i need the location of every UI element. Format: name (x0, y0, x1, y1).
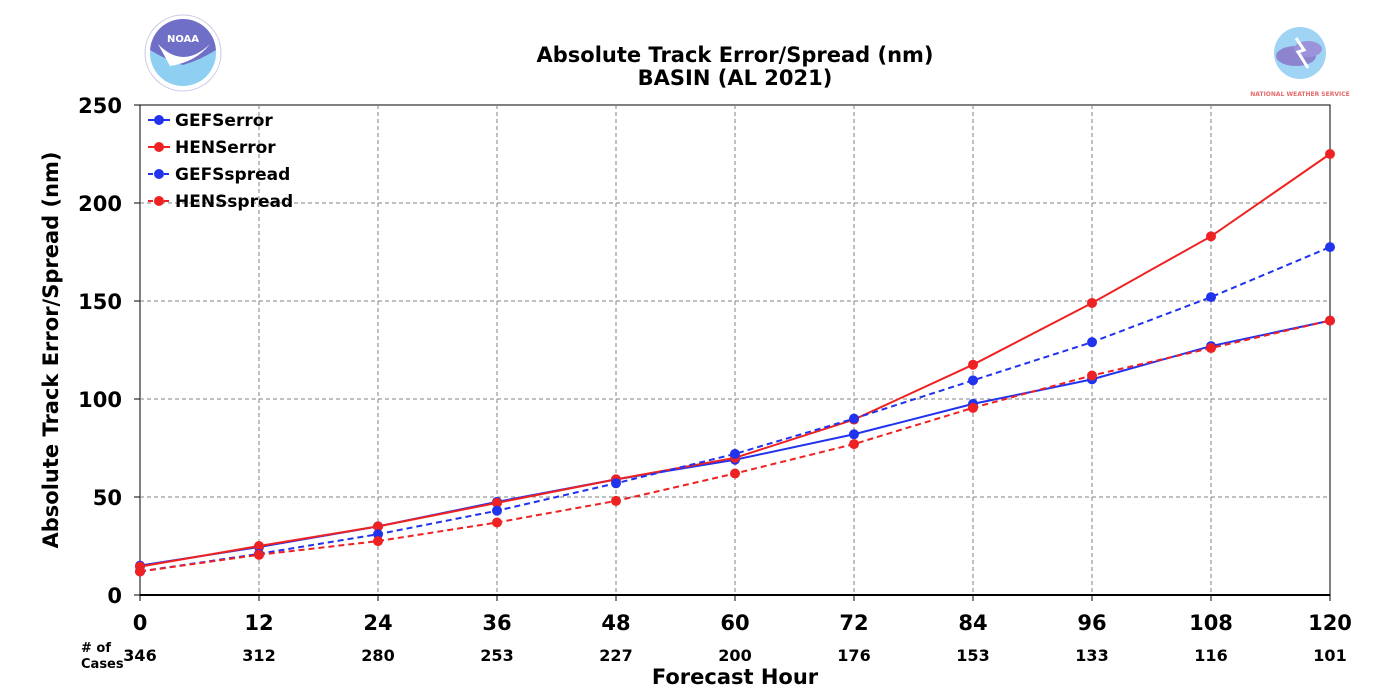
cases-value: 253 (480, 646, 513, 665)
cases-value: 133 (1075, 646, 1108, 665)
noaa-logo-text: NOAA (167, 34, 199, 45)
data-point-GEFSspread (373, 529, 383, 540)
legend-marker-HENSerror (154, 142, 164, 152)
y-tick-label: 150 (78, 290, 122, 314)
y-axis-label: Absolute Track Error/Spread (nm) (39, 151, 63, 548)
data-point-HENSspread (1325, 315, 1335, 326)
data-point-HENSerror (1206, 231, 1216, 242)
chart-subtitle: BASIN (AL 2021) (638, 66, 833, 90)
cases-value: 176 (837, 646, 870, 665)
y-tick-label: 250 (78, 94, 122, 118)
data-point-GEFSspread (1206, 292, 1216, 303)
x-axis-label: Forecast Hour (652, 665, 819, 689)
cases-value: 153 (956, 646, 989, 665)
cases-value: 280 (361, 646, 394, 665)
nws-logo-text: NATIONAL WEATHER SERVICE (1250, 91, 1349, 98)
x-tick-label: 84 (958, 611, 987, 635)
chart-title: Absolute Track Error/Spread (nm) (536, 43, 933, 67)
data-point-HENSerror (968, 359, 978, 370)
data-point-HENSspread (849, 439, 859, 450)
data-point-HENSerror (373, 521, 383, 532)
series-line-GEFSspread (139, 246, 1331, 573)
data-point-GEFSspread (968, 375, 978, 386)
data-point-GEFSerror (849, 429, 859, 440)
x-tick-label: 108 (1189, 611, 1233, 635)
cases-value: 346 (123, 646, 156, 665)
nws-logo: NATIONAL WEATHER SERVICE (1250, 15, 1350, 98)
cases-value: 227 (599, 646, 632, 665)
y-tick-label: 100 (78, 388, 122, 412)
legend-marker-GEFSerror (154, 115, 164, 125)
data-point-GEFSspread (611, 478, 621, 489)
data-point-HENSspread (968, 402, 978, 413)
legend-label-GEFSspread: GEFSspread (175, 165, 290, 185)
y-tick-label: 0 (107, 584, 122, 608)
data-point-GEFSspread (492, 505, 502, 516)
y-tick-label: 50 (93, 486, 122, 510)
cases-value: 200 (718, 646, 751, 665)
data-point-GEFSspread (1325, 242, 1335, 253)
x-tick-label: 0 (133, 611, 148, 635)
legend-label-HENSspread: HENSspread (175, 192, 293, 212)
legend-marker-GEFSspread (154, 169, 164, 179)
y-tick-label: 200 (78, 192, 122, 216)
cases-value: 312 (242, 646, 275, 665)
cases-header-line1: # of (81, 641, 111, 656)
data-point-HENSspread (611, 495, 621, 506)
data-point-HENSspread (254, 549, 264, 560)
legend-label-HENSerror: HENSerror (175, 138, 276, 158)
legend-label-GEFSerror: GEFSerror (175, 111, 273, 131)
x-tick-label: 120 (1308, 611, 1352, 635)
x-tick-label: 36 (482, 611, 511, 635)
data-point-HENSspread (1206, 343, 1216, 354)
data-point-HENSspread (373, 536, 383, 547)
x-tick-label: 96 (1077, 611, 1106, 635)
data-point-HENSerror (1325, 149, 1335, 159)
data-point-HENSerror (1087, 297, 1097, 308)
noaa-logo: NOAA (144, 14, 222, 92)
data-point-HENSerror (492, 497, 502, 508)
x-tick-label: 60 (720, 611, 749, 635)
legend-marker-HENSspread (154, 196, 164, 206)
cases-value: 101 (1313, 646, 1346, 665)
data-point-HENSspread (492, 517, 502, 528)
x-tick-label: 72 (839, 611, 868, 635)
x-tick-label: 12 (244, 611, 273, 635)
data-point-GEFSspread (730, 448, 740, 459)
data-point-GEFSspread (849, 413, 859, 424)
data-point-HENSspread (730, 468, 740, 479)
data-point-GEFSspread (1087, 337, 1097, 348)
data-point-HENSspread (1087, 370, 1097, 381)
data-point-HENSerror (254, 541, 264, 551)
data-point-HENSspread (135, 566, 145, 577)
cases-header-line2: Cases (81, 657, 124, 672)
x-tick-label: 24 (363, 611, 392, 635)
plot-area: 0 346 12 312 24 280 36 253 48 227 60 200 72 176 84 153 9… (78, 94, 1352, 665)
cases-value: 116 (1194, 646, 1227, 665)
x-tick-label: 48 (601, 611, 630, 635)
